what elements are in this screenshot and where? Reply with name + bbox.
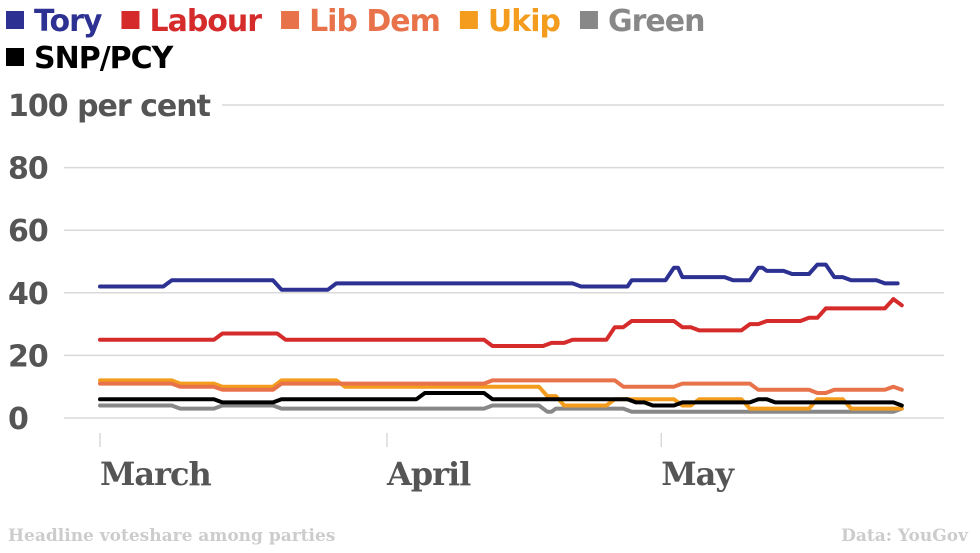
y-tick-label-80: 80 [8,152,48,187]
legend-label-green: Green [608,4,704,39]
x-axis-ticks: March April May [99,433,736,493]
x-tick-label-april: April [386,455,471,493]
series-line-lib-dem [98,378,904,395]
footnote-left: Headline voteshare among parties [8,526,335,546]
y-tick-label-0: 0 [8,402,28,437]
legend-swatch-tory [6,11,24,29]
legend-label-labour: Labour [149,4,262,39]
legend-label-ukip: Ukip [488,4,561,39]
y-axis-ticks: 0 20 40 60 80 100 per cent [8,89,212,437]
legend-swatch-lib-dem [281,11,300,29]
series-lines [98,262,904,414]
legend-swatch-green [579,11,598,29]
legend-swatch-snp-pcy [6,48,24,66]
gridlines [64,104,944,419]
legend-label-tory: Tory [34,4,103,39]
legend-swatch-ukip [459,11,478,29]
x-tick-label-march: March [100,455,212,493]
series-line-snp-pcy [98,391,904,408]
x-tick-label-may: May [661,455,735,493]
footnote-right: Data: YouGov [841,526,969,546]
y-tick-label-60: 60 [8,214,48,249]
legend-label-snp-pcy: SNP/PCY [34,41,175,76]
legend-swatch-labour [121,11,140,29]
y-tick-label-20: 20 [8,339,48,374]
legend-label-lib-dem: Lib Dem [309,4,440,39]
legend: Tory Labour Lib Dem Ukip Green SNP/PCY [6,4,705,76]
y-tick-label-40: 40 [8,277,48,312]
series-line-tory [98,262,900,292]
series-line-green [98,403,904,414]
series-line-labour [98,297,904,348]
y-tick-label-100: 100 per cent [8,89,211,124]
